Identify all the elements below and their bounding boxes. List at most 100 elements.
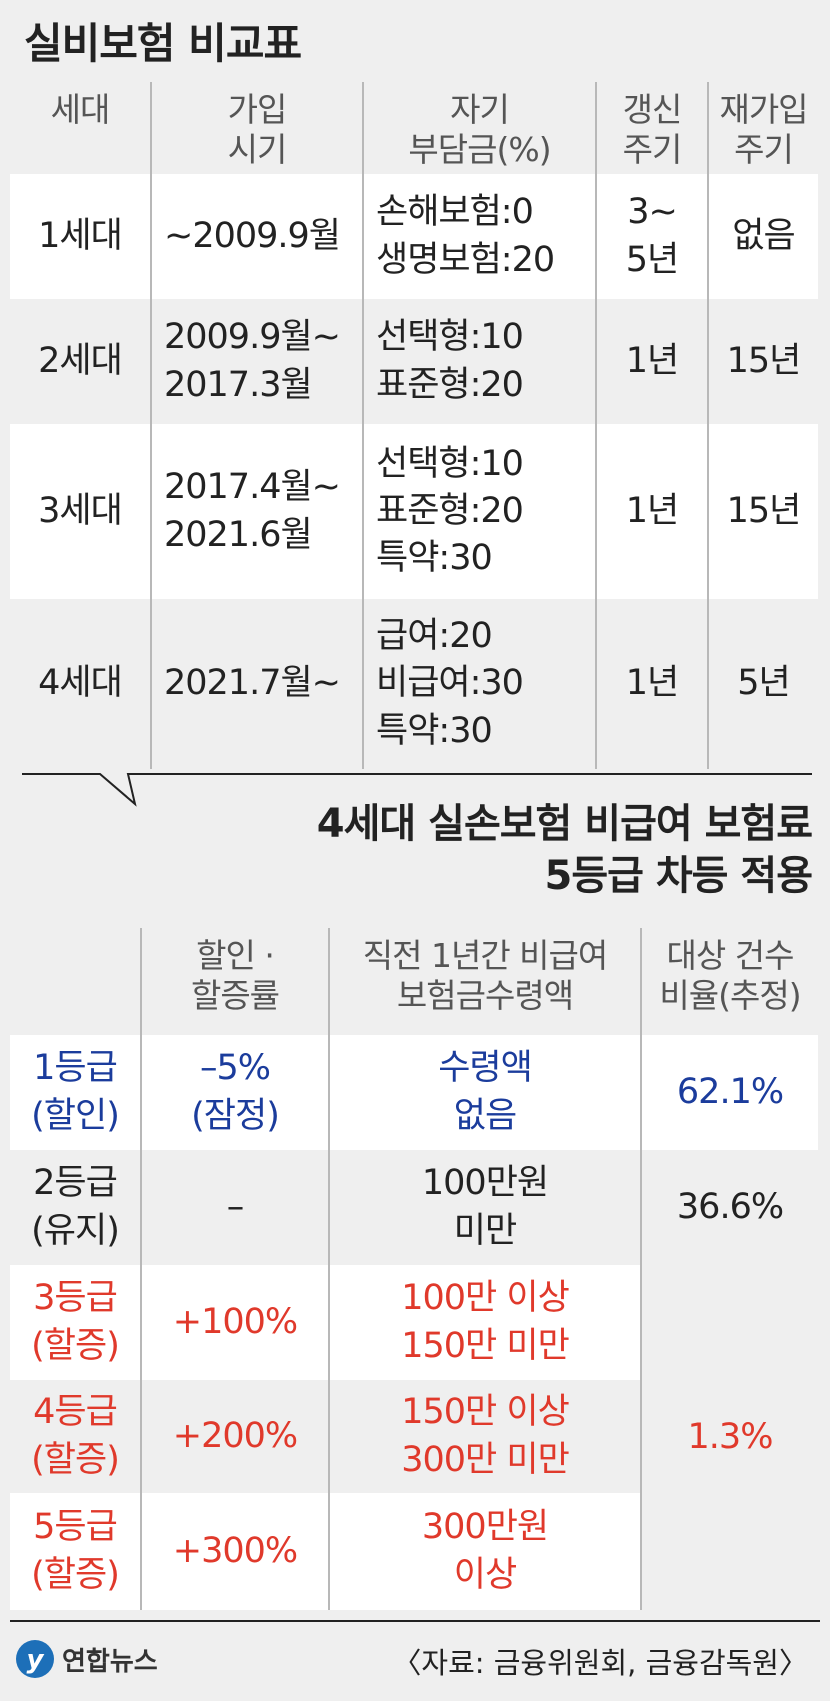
text-line: 5년 <box>625 239 679 280</box>
text-line: 1세대 <box>38 215 123 256</box>
text-line: 주기 <box>734 129 794 169</box>
text-line: 2009.9월~ <box>164 317 341 358</box>
cell: 15년 <box>707 299 818 424</box>
cell: 2017.4월~ 2021.6월 <box>150 424 363 599</box>
grade-table: 할인 · 할증률 직전 1년간 비급여 보험금수령액 대상 건수 비율(추정) 1등급 (할인… <box>10 928 818 1610</box>
text-line: 5등급 차등 적용 <box>544 853 813 899</box>
cell: 1년 <box>595 299 708 424</box>
cell: 3~ 5년 <box>595 174 708 299</box>
cell: –5% (잠정) <box>140 1035 329 1150</box>
logo-icon: y <box>16 1640 54 1678</box>
text-line: 150만 미만 <box>401 1325 570 1366</box>
cell: 1년 <box>595 424 708 599</box>
cell: 5년 <box>707 599 818 769</box>
divider <box>22 773 812 807</box>
text-line: 미만 <box>453 1210 517 1251</box>
text-line: 2세대 <box>38 340 123 381</box>
text-line: 300만원 <box>421 1507 549 1548</box>
header-cell: 자기 부담금(%) <box>362 82 596 174</box>
text-line: (유지) <box>31 1210 120 1251</box>
text-line: 150만 이상 <box>401 1392 570 1433</box>
text-line: 가입 <box>227 90 288 129</box>
cell: +100% <box>140 1265 329 1380</box>
cell: 15년 <box>707 424 818 599</box>
cell: 1세대 <box>10 174 151 299</box>
header-row: 세대 가입 시기 자기 부담금(%) 갱신 주기 재가입 주기 <box>10 82 818 174</box>
text-line: 없음 <box>732 215 795 256</box>
text-line: 3등급 <box>33 1278 118 1319</box>
row: 3세대 2017.4월~ 2021.6월 선택형:10 표준형:20 특약:30 1년 15년 <box>10 424 818 599</box>
text-line: 1.3% <box>687 1416 774 1457</box>
text-line: 재가입 <box>719 90 808 129</box>
header-cell: 갱신 주기 <box>595 82 708 174</box>
text-line: (잠정) <box>191 1095 280 1136</box>
header-cell: 할인 · 할증률 <box>140 928 329 1035</box>
cell: 1등급 (할인) <box>10 1035 141 1150</box>
text-line: 2021.7월~ <box>164 663 341 704</box>
cell: 2009.9월~ 2017.3월 <box>150 299 363 424</box>
cell: 62.1% <box>640 1035 818 1150</box>
text-line: 62.1% <box>676 1071 784 1112</box>
text-line: 없음 <box>453 1095 517 1136</box>
cell: 선택형:10 표준형:20 <box>362 299 596 424</box>
text-line: 갱신 <box>622 90 683 129</box>
text-line: 1등급 <box>33 1048 118 1089</box>
text-line: 비율(추정) <box>659 975 801 1015</box>
cell: 없음 <box>707 174 818 299</box>
text-line: +300% <box>172 1530 298 1571</box>
text-line: 36.6% <box>676 1186 784 1227</box>
text-line: 이상 <box>453 1554 517 1595</box>
text-line: 급여:20 <box>376 616 493 657</box>
row: 3등급 (할증) +100% 100만 이상 150만 미만 1.3% <box>10 1265 818 1610</box>
row: 1등급 (할인) –5% (잠정) 수령액 없음 62.1% <box>10 1035 818 1150</box>
section-title: 4세대 실손보험 비급여 보험료 5등급 차등 적용 <box>316 798 813 902</box>
header-cell <box>10 928 141 1035</box>
header-cell: 세대 <box>10 82 151 174</box>
text-line: 4세대 실손보험 비급여 보험료 <box>316 801 813 847</box>
cell: 손해보험:0 생명보험:20 <box>362 174 596 299</box>
text-line: 자기 <box>450 90 510 129</box>
text-line: +100% <box>172 1301 298 1342</box>
header-cell: 재가입 주기 <box>707 82 818 174</box>
text-line: –5% <box>199 1048 271 1089</box>
text-line: – <box>226 1186 245 1227</box>
text-line: 15년 <box>726 340 802 381</box>
cell: 2세대 <box>10 299 151 424</box>
text-line: 할인 · <box>196 936 275 975</box>
cell: 3등급 (할증) <box>10 1265 141 1380</box>
text-line: 특약:30 <box>376 538 493 579</box>
cell: 5등급 (할증) <box>10 1493 141 1610</box>
footer-line <box>10 1620 820 1622</box>
header-cell: 직전 1년간 비급여 보험금수령액 <box>328 928 641 1035</box>
header-cell: 가입 시기 <box>150 82 363 174</box>
logo-text: 연합뉴스 <box>62 1646 158 1677</box>
cell: 급여:20 비급여:30 특약:30 <box>362 599 596 769</box>
text-line: 비급여:30 <box>376 663 524 704</box>
text-line: 2017.4월~ <box>164 467 341 508</box>
text-line: 4등급 <box>33 1392 118 1433</box>
text-line: 3~ <box>627 192 678 233</box>
text-line: 5등급 <box>33 1507 118 1548</box>
row: 1세대 ~2009.9월 손해보험:0 생명보험:20 3~ 5년 없음 <box>10 174 818 299</box>
text-line: 세대 <box>50 90 111 129</box>
cell: – <box>140 1150 329 1265</box>
row: 4세대 2021.7월~ 급여:20 비급여:30 특약:30 1년 5년 <box>10 599 818 769</box>
text-line: 2017.3월 <box>164 364 313 405</box>
text-line: 1년 <box>625 490 679 531</box>
text-line: 할증률 <box>190 975 280 1015</box>
text-line: 2등급 <box>33 1163 118 1204</box>
header-row: 할인 · 할증률 직전 1년간 비급여 보험금수령액 대상 건수 비율(추정) <box>10 928 818 1035</box>
text-line: (할인) <box>31 1095 120 1136</box>
text-line: 100만원 <box>421 1163 549 1204</box>
text-line: 주기 <box>622 129 683 169</box>
text-line: 특약:30 <box>376 710 493 751</box>
text-line: 부담금(%) <box>408 129 551 169</box>
text-line: ~2009.9월 <box>164 215 341 256</box>
text-line: 4세대 <box>38 663 123 704</box>
